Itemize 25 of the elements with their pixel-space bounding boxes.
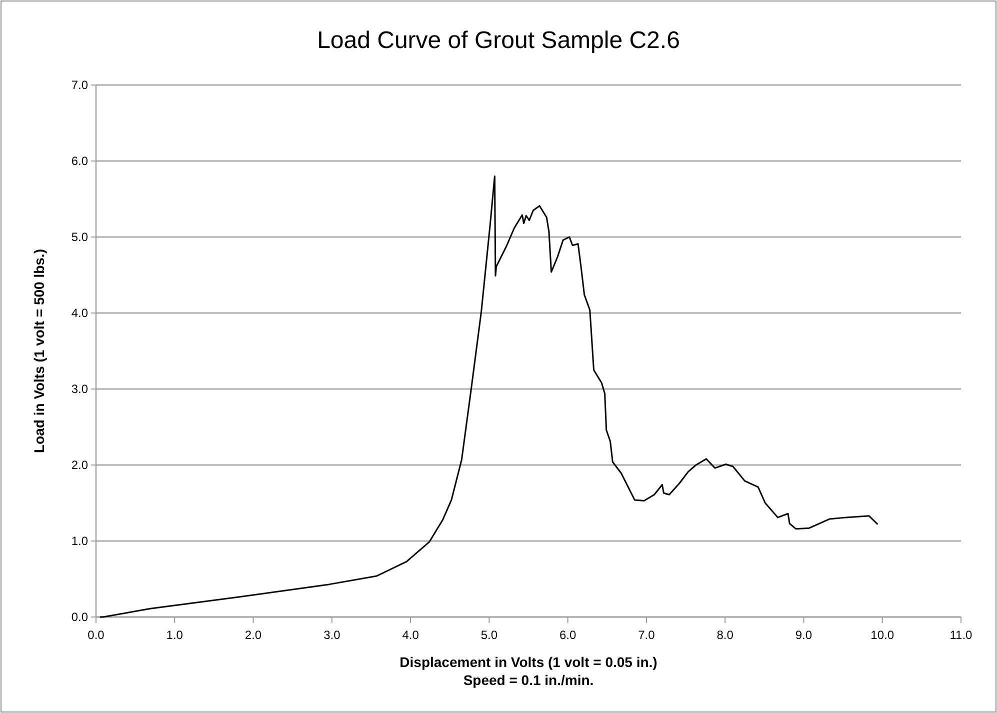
x-tick-label: 1.0: [166, 628, 184, 642]
y-tick-label: 3.0: [71, 382, 88, 396]
x-tick-label: 6.0: [559, 628, 576, 642]
x-tick-label: 4.0: [402, 628, 420, 642]
x-tick-label: 8.0: [716, 628, 734, 642]
y-tick-label: 2.0: [71, 458, 88, 472]
line-series: [99, 175, 878, 618]
x-tick-label: 2.0: [244, 628, 262, 642]
x-tick-label: 5.0: [480, 628, 498, 642]
y-tick-label: 5.0: [71, 230, 88, 244]
x-tick-label: 11.0: [950, 628, 973, 642]
y-axis-title: Load in Volts (1 volt = 500 lbs.): [31, 249, 47, 453]
x-tick-label: 7.0: [638, 628, 656, 642]
y-tick-label: 6.0: [71, 154, 88, 168]
y-tick-label: 1.0: [71, 534, 88, 548]
y-tick-label: 4.0: [71, 306, 88, 320]
chart-title: Load Curve of Grout Sample C2.6: [317, 27, 680, 54]
x-axis-title: Displacement in Volts (1 volt = 0.05 in.): [400, 654, 658, 670]
x-tick-label: 0.0: [88, 628, 105, 642]
x-tick-label: 9.0: [795, 628, 812, 642]
y-tick-label: 7.0: [71, 78, 88, 92]
x-tick-label: 10.0: [870, 628, 894, 642]
x-tick-label: 3.0: [324, 628, 341, 642]
y-tick-label: 0.0: [71, 610, 88, 624]
text: Speed = 0.1 in./min.: [463, 672, 594, 688]
